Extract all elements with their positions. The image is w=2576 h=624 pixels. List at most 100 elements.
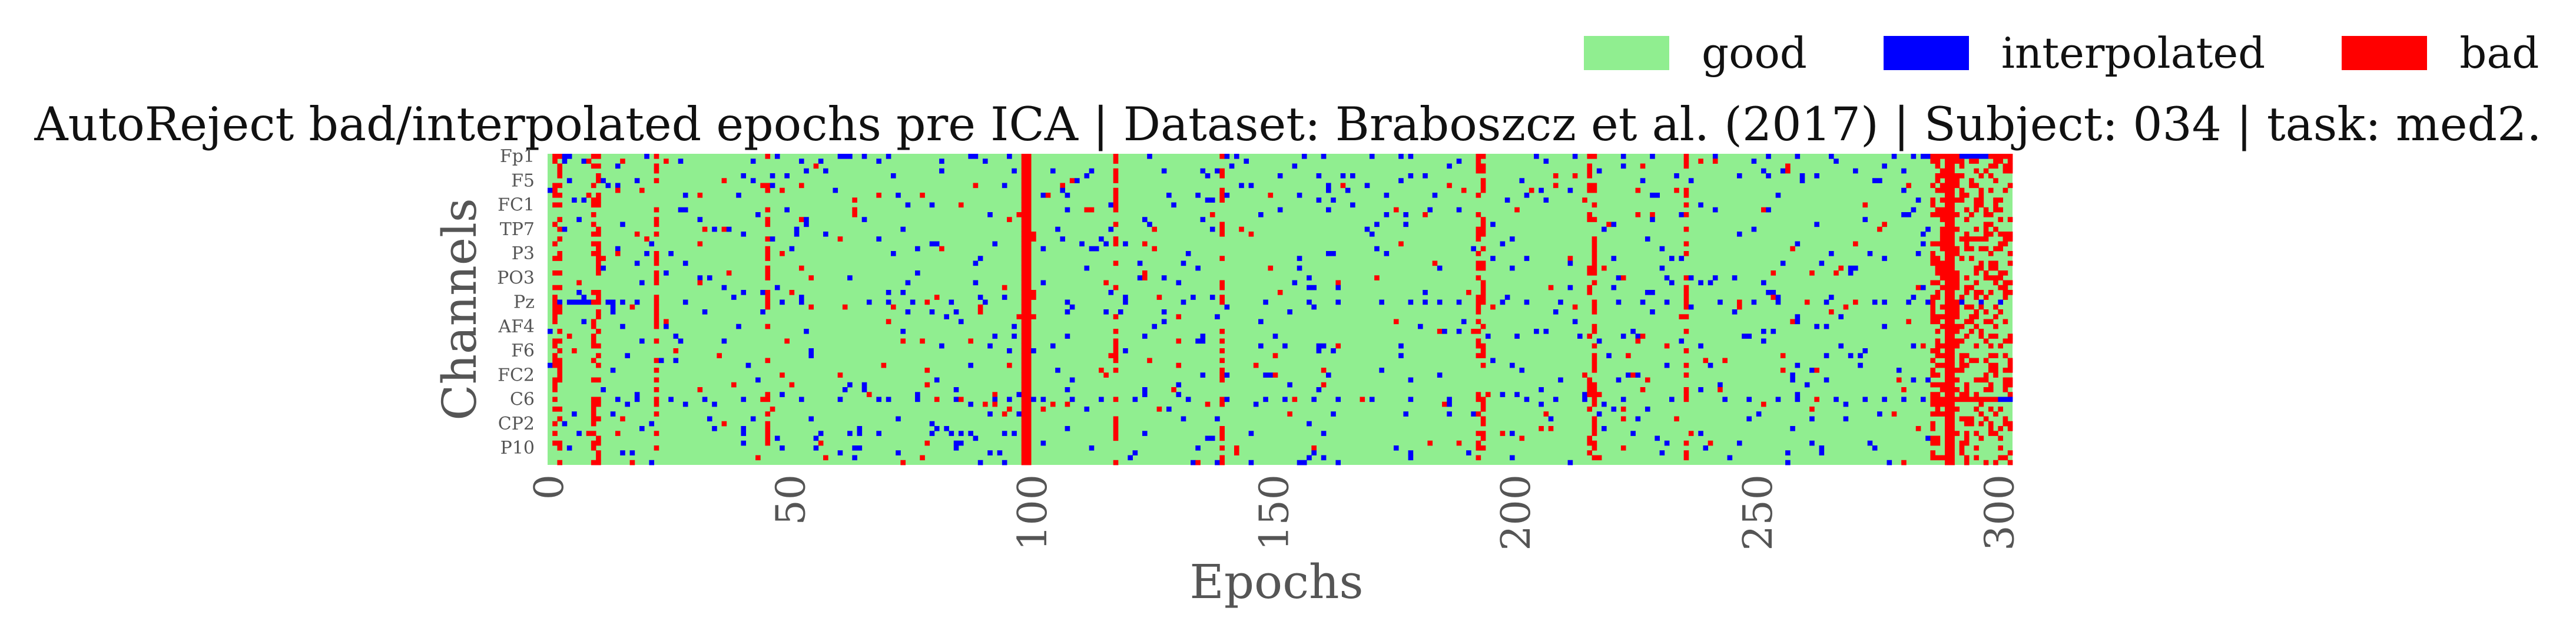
heatmap-cell-interpolated: [576, 290, 582, 295]
heatmap-cell-interpolated: [1205, 435, 1215, 441]
heatmap-cell-bad: [1592, 299, 1597, 305]
heatmap-cell-bad: [1683, 397, 1689, 402]
heatmap-cell-interpolated: [1712, 207, 1718, 213]
heatmap-cell-interpolated: [900, 329, 906, 334]
heatmap-cell-interpolated: [891, 173, 896, 179]
heatmap-cell-interpolated: [1650, 309, 1655, 315]
heatmap-cell-bad: [552, 382, 558, 388]
heatmap-cell-bad: [1959, 236, 1989, 242]
heatmap-cell-interpolated: [581, 319, 587, 325]
heatmap-cell-bad: [1142, 270, 1148, 276]
heatmap-cell-interpolated: [944, 426, 949, 431]
heatmap-cell-bad: [654, 377, 659, 383]
heatmap-cell-interpolated: [1543, 159, 1549, 164]
heatmap-cell-bad: [1587, 187, 1597, 193]
heatmap-cell-bad: [1736, 299, 1742, 305]
heatmap-cell-interpolated: [576, 217, 582, 222]
heatmap-cell-bad: [1945, 193, 1955, 198]
heatmap-cell-interpolated: [1335, 397, 1341, 402]
heatmap-cell-bad: [1988, 265, 1998, 271]
heatmap-cell-interpolated: [1795, 362, 1801, 368]
heatmap-cell-bad: [1683, 372, 1689, 378]
heatmap-cell-interpolated: [1510, 431, 1515, 436]
heatmap-cell-interpolated: [774, 154, 780, 159]
heatmap-cell-interpolated: [1307, 299, 1312, 305]
heatmap-cell-interpolated: [1403, 212, 1408, 217]
heatmap-cell-bad: [1983, 212, 1994, 217]
heatmap-cell-interpolated: [1065, 426, 1070, 431]
heatmap-cell-bad: [1988, 163, 1998, 169]
heatmap-cell-bad: [1021, 232, 1036, 237]
heatmap-cell-bad: [1683, 154, 1689, 159]
heatmap-cell-interpolated: [610, 411, 616, 417]
heatmap-cell-bad: [934, 295, 940, 300]
heatmap-cell-interpolated: [1128, 455, 1133, 461]
heatmap-cell-bad: [1640, 163, 1646, 169]
heatmap-cell-interpolated: [1780, 260, 1786, 266]
heatmap-cell-bad: [557, 163, 563, 169]
heatmap-cell-interpolated: [1524, 193, 1530, 198]
heatmap-cell-interpolated: [601, 265, 606, 271]
heatmap-cell-interpolated: [1896, 368, 1902, 373]
heatmap-cell-interpolated: [1645, 290, 1655, 295]
heatmap-cell-bad: [1945, 290, 1955, 295]
heatmap-cell-bad: [1592, 309, 1597, 315]
heatmap-cell-interpolated: [1258, 319, 1264, 325]
heatmap-cell-bad: [1780, 368, 1786, 373]
heatmap-cell-interpolated: [1911, 377, 1917, 383]
heatmap-cell-interpolated: [1539, 387, 1544, 392]
heatmap-cell-interpolated: [861, 217, 867, 222]
heatmap-cell-bad: [552, 304, 563, 310]
heatmap-cell-bad: [721, 178, 727, 183]
heatmap-cell-interpolated: [741, 397, 747, 402]
heatmap-cell-bad: [552, 159, 558, 164]
heatmap-cell-interpolated: [1630, 431, 1636, 436]
heatmap-cell-bad: [1476, 299, 1486, 305]
heatmap-cell-bad: [591, 401, 601, 407]
heatmap-cell-interpolated: [1297, 265, 1302, 271]
heatmap-cell-bad: [1480, 280, 1486, 286]
heatmap-cell-interpolated: [1282, 343, 1288, 349]
heatmap-cell-bad: [654, 275, 659, 280]
heatmap-cell-bad: [552, 407, 563, 412]
heatmap-cell-bad: [654, 299, 659, 305]
heatmap-cell-interpolated: [1142, 392, 1148, 397]
heatmap-cell-bad: [654, 338, 659, 344]
heatmap-cell-bad: [1592, 401, 1597, 407]
heatmap-cell-interpolated: [876, 431, 881, 436]
heatmap-cell-interpolated: [1519, 178, 1525, 183]
heatmap-cell-interpolated: [1500, 241, 1506, 247]
heatmap-cell-interpolated: [1780, 168, 1786, 174]
heatmap-cell-bad: [2007, 217, 2013, 222]
heatmap-cell-bad: [1809, 407, 1815, 412]
heatmap-cell-bad: [1553, 183, 1559, 189]
heatmap-cell-interpolated: [576, 431, 582, 436]
heatmap-cell-bad: [654, 358, 659, 364]
heatmap-cell-bad: [1021, 295, 1036, 300]
y-tick-label: PO3: [497, 268, 535, 288]
heatmap-cell-interpolated: [1635, 334, 1641, 339]
heatmap-cell-bad: [1683, 387, 1689, 392]
heatmap-cell-interpolated: [1736, 232, 1742, 237]
heatmap-cell-bad: [697, 387, 703, 392]
heatmap-cell-interpolated: [784, 207, 790, 213]
heatmap-cell-interpolated: [1708, 362, 1713, 368]
heatmap-cell-bad: [591, 334, 596, 339]
heatmap-cell-bad: [596, 353, 601, 358]
heatmap-cell-interpolated: [634, 178, 640, 183]
heatmap-cell-bad: [654, 368, 659, 373]
heatmap-cell-bad: [596, 265, 601, 271]
heatmap-cell-bad: [673, 348, 679, 354]
heatmap-cell-interpolated: [1331, 348, 1336, 354]
heatmap-cell-bad: [1476, 232, 1486, 237]
heatmap-cell-interpolated: [1384, 212, 1390, 217]
heatmap-cell-bad: [596, 435, 601, 441]
heatmap-cell-interpolated: [1698, 280, 1703, 286]
heatmap-cell-interpolated: [1248, 183, 1254, 189]
heatmap-cell-bad: [591, 416, 601, 422]
heatmap-cell-interpolated: [1655, 435, 1660, 441]
heatmap-cell-bad: [1959, 450, 1965, 455]
heatmap-cell-interpolated: [770, 236, 775, 242]
heatmap-cell-bad: [1021, 387, 1032, 392]
